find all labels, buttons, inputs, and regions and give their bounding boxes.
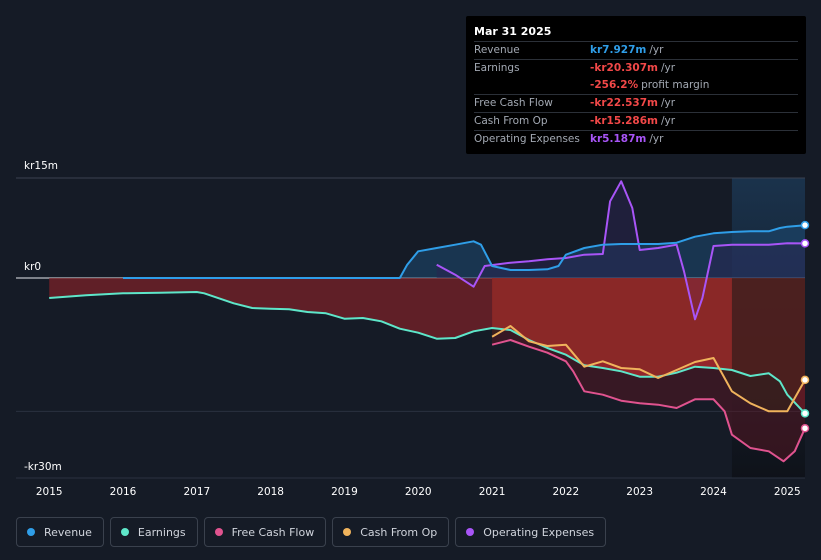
tooltip-rows: Revenue kr7.927m/yr Earnings -kr20.307m/yr -… <box>474 41 798 148</box>
legend-dot-icon <box>214 528 223 536</box>
tooltip-row-unit: profit margin <box>641 79 710 91</box>
x-tick-label: 2019 <box>331 486 358 498</box>
legend-dot-icon <box>466 528 475 536</box>
series-lines <box>49 180 806 463</box>
legend: Revenue Earnings Free Cash Flow Cash From O… <box>16 517 607 547</box>
x-tick-label: 2015 <box>36 486 63 498</box>
fill-operating-expenses <box>436 181 805 320</box>
tooltip-row: Operating Expenses kr5.187m/yr <box>474 130 798 148</box>
tooltip-row-label: Revenue <box>474 44 520 56</box>
x-tick-label: 2023 <box>626 486 653 498</box>
y-axis-labels: kr15m kr0 -kr30m <box>24 160 62 473</box>
tooltip-row-unit: /yr <box>649 44 664 56</box>
tooltip-row-label: Operating Expenses <box>474 133 580 145</box>
endpoint-cash-from-op <box>800 375 810 385</box>
x-tick-label: 2024 <box>700 486 727 498</box>
tooltip-date: Mar 31 2025 <box>474 25 552 38</box>
legend-item-operating-expenses[interactable]: Operating Expenses <box>455 517 607 547</box>
tooltip-row-unit: /yr <box>649 133 664 145</box>
endpoint-operating-expenses <box>800 239 810 248</box>
endpoint-earnings <box>800 409 810 418</box>
line-earnings <box>49 291 806 415</box>
x-tick-label: 2016 <box>110 486 137 498</box>
legend-label: Cash From Op <box>360 525 438 539</box>
tooltip-row-unit: /yr <box>660 115 676 127</box>
tooltip-row-unit: /yr <box>660 97 676 109</box>
tooltip-row-value: -kr20.307m <box>590 62 658 74</box>
legend-dot-icon <box>27 528 35 536</box>
legend-label: Free Cash Flow <box>231 525 315 539</box>
tooltip-row-value: kr5.187m <box>590 133 647 145</box>
series-endpoints <box>800 220 810 433</box>
x-axis-labels: 2015 2016 2017 2018 2019 2020 2021 2022 2023 2024… <box>36 486 801 498</box>
endpoint-free-cash-flow <box>800 423 810 433</box>
y-tick-label: kr0 <box>24 261 41 273</box>
legend-dot-icon <box>120 528 129 536</box>
tooltip-row-label: Cash From Op <box>474 115 548 127</box>
x-tick-label: 2022 <box>552 486 579 498</box>
tooltip-row-label: Earnings <box>474 62 520 74</box>
legend-dot-icon <box>343 528 352 536</box>
fill-earnings-highlight <box>492 278 732 377</box>
legend-label: Revenue <box>44 525 92 539</box>
tooltip-row-value: -kr15.286m <box>590 115 658 127</box>
legend-item-cash-from-op[interactable]: Cash From Op <box>332 517 450 547</box>
tooltip-row-label: Free Cash Flow <box>474 97 553 109</box>
tooltip-row: Revenue kr7.927m/yr <box>474 41 798 59</box>
legend-item-free-cash-flow[interactable]: Free Cash Flow <box>203 517 327 547</box>
x-tick-label: 2020 <box>405 486 432 498</box>
tooltip-row-value: kr7.927m <box>590 44 647 56</box>
tooltip-row: -256.2% profit margin <box>474 77 798 94</box>
tooltip-row-label <box>474 77 590 94</box>
legend-item-revenue[interactable]: Revenue <box>16 517 104 547</box>
endpoint-revenue <box>800 220 810 230</box>
y-tick-label: -kr30m <box>24 461 62 473</box>
line-cash-from-op <box>491 325 806 413</box>
series-fills <box>49 181 805 462</box>
legend-label: Operating Expenses <box>483 525 595 539</box>
x-tick-label: 2025 <box>774 486 801 498</box>
line-free-cash-flow <box>491 339 806 463</box>
legend-label: Earnings <box>137 525 186 539</box>
x-tick-label: 2021 <box>479 486 506 498</box>
line-operating-expenses <box>436 180 806 321</box>
fill-revenue <box>123 225 805 278</box>
tooltip-row: Cash From Op -kr15.286m/yr <box>474 112 798 130</box>
legend-item-earnings[interactable]: Earnings <box>109 517 198 547</box>
tooltip: Mar 31 2025 Revenue kr7.927m/yr Earnings -k… <box>466 16 806 154</box>
x-tick-label: 2017 <box>183 486 210 498</box>
tooltip-row-value: -kr22.537m <box>590 97 658 109</box>
tooltip-row: Earnings -kr20.307m/yr <box>474 59 798 77</box>
y-tick-label: kr15m <box>24 160 58 172</box>
tooltip-row-value: -256.2% <box>590 79 639 91</box>
line-revenue <box>123 224 806 279</box>
tooltip-row: Free Cash Flow -kr22.537m/yr <box>474 94 798 112</box>
x-tick-label: 2018 <box>257 486 284 498</box>
tooltip-row-unit: /yr <box>660 62 676 74</box>
